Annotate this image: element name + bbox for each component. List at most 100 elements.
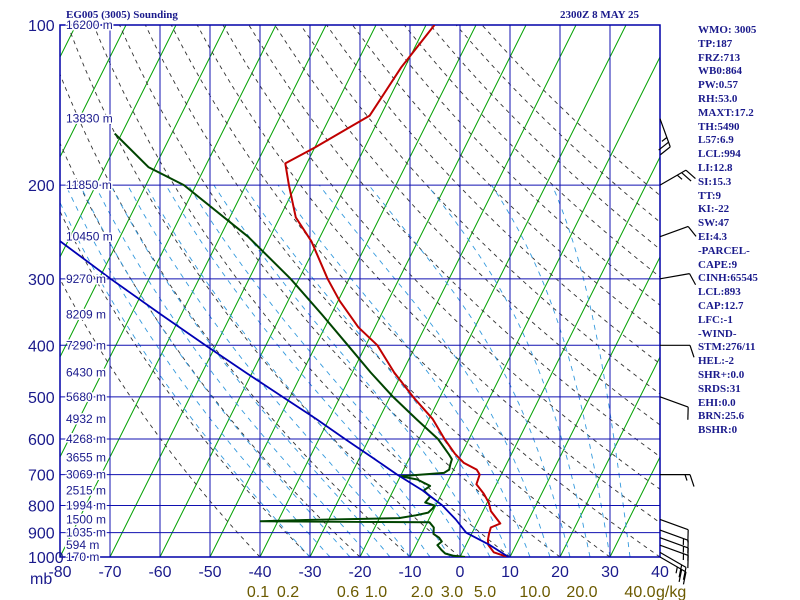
temperature-tick-label: 40 [651,564,669,581]
wind-barb-shaft [659,396,689,408]
temperature-trace [284,25,509,557]
stat-line: FRZ:713 [698,51,741,64]
wind-barb-half-flag [661,137,668,142]
stat-line: SI:15.3 [698,175,732,188]
moist-adiabat-line [318,184,551,557]
mixing-ratio-label: 10.0 [519,584,550,600]
dry-adiabat-line [60,210,311,557]
isotherm-line [159,25,427,557]
wind-barb-flag [685,169,696,179]
temperature-tick-label: -30 [298,564,321,581]
wind-barb-shaft [659,118,671,148]
stat-line: TT:9 [698,189,722,202]
plot-frame [59,24,661,558]
pressure-tick-label: 100 [28,18,55,35]
height-label: 5680 m [66,390,106,404]
stat-line: -PARCEL- [698,244,750,257]
moist-adiabat-line [491,184,611,557]
pressure-tick-label: 800 [28,498,55,515]
dry-adiabat-line [60,278,261,557]
height-label: 3655 m [66,450,106,464]
stat-line: L57:6.9 [698,134,734,147]
stat-line: CAPE:9 [698,258,738,271]
wind-barb [660,473,695,487]
wind-barb-flag [689,345,695,358]
mixing-ratio-label: 0.6 [337,584,359,600]
wind-barb [659,396,689,420]
height-label: 11850 m [66,178,112,192]
wind-barb-flag [658,141,669,151]
moist-adiabat-line [213,184,491,557]
height-label: 9270 m [66,272,106,286]
sounding-traces [60,25,509,557]
pressure-tick-label: 300 [28,272,55,289]
moist-adiabat-line [426,184,591,557]
dry-adiabat-line [429,25,660,250]
stat-line: LCL:994 [698,148,741,161]
wind-barb [660,344,695,358]
mixing-ratio-label: 0.1 [247,584,269,600]
grid-lines [59,24,661,558]
temperature-tick-label: 30 [601,564,619,581]
isotherm-line [609,455,660,557]
wind-barb [659,556,687,585]
moist-adiabat-line [110,184,391,557]
stat-line: STM:276/11 [698,341,756,354]
height-label: 4932 m [66,412,106,426]
stat-line: MAXT:17.2 [698,106,754,119]
mixing-ratio-label: 1.0 [365,584,387,600]
dry-adiabat-line [60,73,411,557]
moist-adiabat-line [94,184,371,557]
stat-line: SHR+:0.0 [698,368,745,381]
wind-barb-flag [682,567,687,580]
height-label: 10450 m [66,230,113,244]
stat-line: TP:187 [698,37,733,50]
dry-adiabat-line [222,25,660,490]
datetime-label: 2300Z 8 MAY 25 [560,9,639,21]
stat-line: LFC:-1 [698,313,733,326]
stat-line: EHI:0.0 [698,396,736,409]
pressure-tick-label: 1000 [28,550,64,567]
moist-adiabat-lines [60,184,631,557]
isotherm-line [60,25,227,359]
temperature-tick-label: -50 [198,564,221,581]
wind-barb-half-flag [675,566,678,574]
mixing-ratio-label: 3.0 [441,584,463,600]
stat-line: LI:12.8 [698,161,733,174]
isotherm-line [60,25,327,557]
moist-adiabat-line [277,184,531,557]
stats-panel: WMO: 3005 TP:187 FRZ:713 WB0:864 PW:0.57 RH:5… [698,24,798,438]
height-label: 16200 m [66,18,113,32]
wind-barb-flag [687,226,697,237]
wind-barb-shaft [659,273,690,280]
temperature-tick-label: 20 [551,564,569,581]
dry-adiabat-line [274,25,660,426]
wind-barb-flag [678,564,683,578]
wind-barb-flag [682,571,687,585]
mixing-ratio-unit-label: g/kg [656,584,686,600]
isotherm-line [209,25,477,557]
temperature-tick-label: -10 [398,564,421,581]
wind-barb-half-flag [684,474,688,481]
moist-adiabat-line [60,201,311,557]
wind-barb [658,118,671,156]
wind-barb [659,529,689,553]
pressure-tick-label: 700 [28,468,55,485]
stat-line: -WIND- [698,327,737,340]
height-label: 170 m [66,550,99,564]
stat-line: WB0:864 [698,65,742,78]
pressure-tick-label: 900 [28,526,55,543]
stat-line: CINH:65545 [698,272,758,285]
isotherm-lines [0,25,660,557]
isotherm-line [309,25,577,557]
height-label: 6430 m [66,366,106,380]
height-label: 594 m [66,538,99,552]
wind-barb-shaft [659,225,689,238]
stat-line: TH:5490 [698,120,740,133]
moist-adiabat-line [188,184,471,557]
wind-barb-shaft [659,518,689,531]
temperature-tick-label: 10 [501,564,519,581]
isotherm-line [0,25,26,557]
isotherm-line [259,25,527,557]
